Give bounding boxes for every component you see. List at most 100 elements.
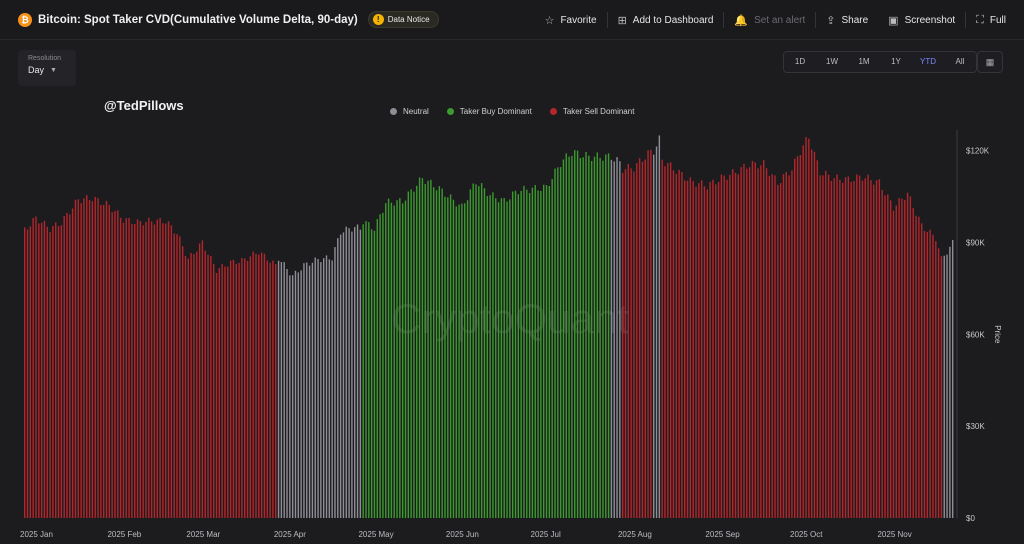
price-bar	[308, 265, 311, 518]
x-tick-label: 2025 Jan	[20, 530, 53, 539]
price-bar	[334, 247, 336, 518]
price-bar	[227, 266, 229, 518]
price-bar	[322, 258, 325, 518]
price-bar	[923, 230, 926, 518]
price-bar	[57, 226, 60, 518]
price-bar	[198, 243, 201, 519]
price-bar	[856, 174, 858, 519]
toolbar-separator	[965, 12, 967, 28]
price-bar	[447, 197, 449, 519]
price-bar	[356, 224, 359, 518]
price-bar	[69, 214, 71, 518]
price-bar	[331, 260, 333, 518]
price-bar	[590, 161, 593, 518]
y-axis-label: Price	[993, 325, 1002, 344]
price-bar	[179, 236, 181, 518]
price-bar	[232, 259, 235, 518]
range-1w[interactable]: 1W	[826, 57, 838, 66]
range-1y[interactable]: 1Y	[891, 57, 901, 66]
price-bar	[150, 221, 153, 518]
price-bar	[430, 179, 432, 518]
price-bar	[895, 205, 897, 519]
price-bar	[791, 170, 793, 519]
price-bar	[523, 185, 525, 518]
price-bar	[574, 150, 576, 518]
price-bar	[354, 227, 356, 518]
price-bar	[946, 254, 948, 518]
price-bar	[534, 185, 536, 518]
set-an-alert-button[interactable]: 🔔 Set an alert	[724, 0, 815, 40]
legend-swatch	[390, 108, 397, 115]
range-all[interactable]: All	[955, 57, 965, 66]
price-bar	[83, 198, 85, 518]
price-bar	[754, 162, 756, 518]
price-bar	[489, 195, 491, 518]
price-bar	[559, 167, 562, 518]
price-bar	[813, 151, 816, 518]
price-bar	[901, 198, 903, 518]
data-notice-button[interactable]: ! Data Notice	[367, 11, 439, 28]
price-bar	[328, 259, 331, 518]
price-bar	[478, 186, 480, 518]
chart-legend: Neutral Taker Buy Dominant Taker Sell Domi…	[390, 107, 652, 116]
full-button[interactable]: ⛶ Full	[966, 0, 1016, 40]
calendar-icon[interactable]: ▦	[977, 51, 1003, 73]
price-bar	[858, 175, 861, 518]
resolution-selected: Day	[28, 65, 45, 75]
price-bar	[162, 223, 164, 518]
range-1d[interactable]: 1D	[794, 57, 806, 66]
dashboard-add-icon: ⊞	[617, 14, 627, 27]
action-label: Screenshot	[904, 14, 956, 26]
x-tick-label: 2025 Apr	[274, 530, 306, 539]
price-bar	[449, 194, 452, 518]
legend-item[interactable]: Taker Buy Dominant	[446, 107, 532, 116]
screenshot-button[interactable]: ▣ Screenshot	[878, 0, 965, 40]
price-bar	[38, 223, 40, 518]
price-bar	[616, 157, 618, 519]
price-bar	[633, 171, 635, 518]
price-bar	[675, 173, 677, 518]
legend-item[interactable]: Taker Sell Dominant	[549, 107, 634, 116]
price-bar	[365, 221, 367, 518]
price-bar	[627, 164, 630, 518]
price-bar	[427, 180, 429, 518]
price-bar	[241, 258, 243, 518]
y-tick-label: $30K	[966, 422, 985, 431]
price-bar	[252, 251, 254, 518]
price-bar	[698, 183, 700, 518]
share-button[interactable]: ⇪ Share	[816, 0, 878, 40]
price-bar	[841, 182, 844, 518]
add-to-dashboard-button[interactable]: ⊞ Add to Dashboard	[608, 0, 724, 40]
price-bar	[878, 179, 881, 518]
price-bar	[74, 199, 77, 518]
price-bar	[669, 162, 672, 518]
range-ytd[interactable]: YTD	[920, 57, 936, 66]
price-bar	[833, 178, 835, 519]
price-bar	[641, 161, 644, 518]
price-bar	[40, 222, 43, 518]
price-bar	[466, 200, 469, 518]
price-bar	[483, 188, 486, 518]
price-bar	[26, 229, 29, 518]
price-bar	[455, 206, 457, 518]
price-bar	[720, 174, 723, 518]
price-bar	[136, 219, 139, 518]
price-bar	[410, 189, 412, 519]
favorite-button[interactable]: ☆ Favorite	[535, 0, 607, 40]
resolution-value: Day ▼	[28, 65, 66, 75]
price-bar	[438, 186, 441, 518]
price-bar	[551, 178, 553, 519]
range-1m[interactable]: 1M	[858, 57, 870, 66]
price-bar	[246, 260, 249, 518]
price-bar	[887, 194, 889, 518]
price-bar	[88, 200, 91, 518]
legend-item[interactable]: Neutral	[390, 107, 429, 116]
price-bar	[681, 172, 683, 519]
resolution-select[interactable]: Resolution Day ▼	[18, 50, 76, 86]
price-bar	[55, 222, 57, 518]
share-icon: ⇪	[826, 14, 836, 27]
price-bar	[235, 263, 237, 518]
price-bar	[898, 198, 900, 518]
toolbar-separator	[815, 12, 817, 28]
price-bar	[283, 262, 285, 518]
